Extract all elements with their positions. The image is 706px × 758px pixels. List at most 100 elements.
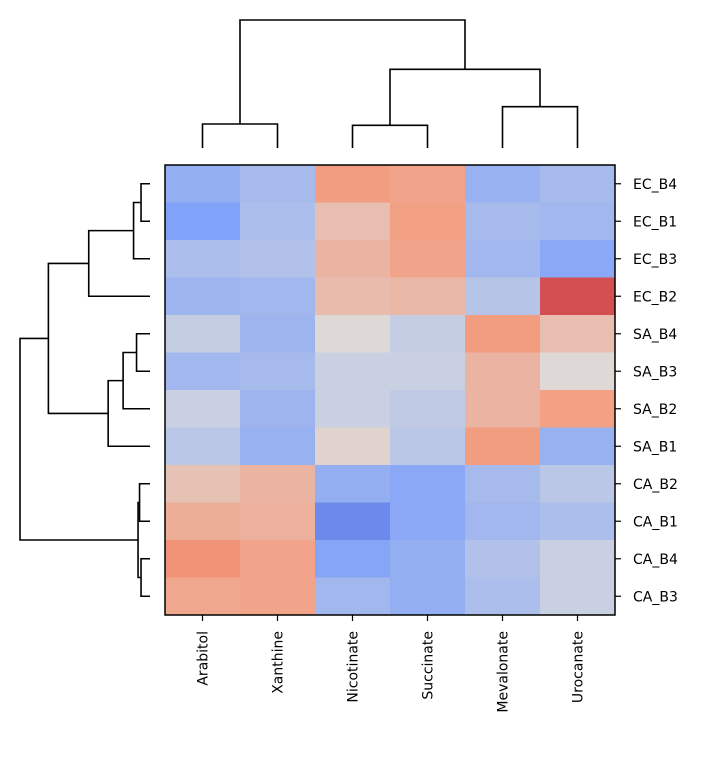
column-dendrogram	[201, 19, 579, 148]
heatmap-cell-SA_B1-Succinate	[390, 427, 466, 466]
heatmap-cell-EC_B3-Arabitol	[165, 240, 241, 278]
heatmap-cell-CA_B3-Mevalonate	[465, 577, 541, 616]
col-label-Arabitol: Arabitol	[196, 631, 212, 686]
heatmap-cell-CA_B1-Mevalonate	[465, 502, 541, 541]
heatmap-cell-CA_B2-Nicotinate	[315, 465, 391, 503]
col-dendro-link-0	[201, 123, 279, 148]
heatmap-cell-SA_B3-Arabitol	[165, 352, 241, 391]
column-tick-labels: Arabitol Xanthine Nicotinate Succinate Meval…	[196, 615, 587, 713]
col-dendro-link-2	[501, 105, 579, 148]
heatmap-cell-SA_B1-Mevalonate	[465, 427, 541, 466]
heatmap-cell-SA_B2-Mevalonate	[465, 390, 541, 428]
heatmap-cell-CA_B1-Arabitol	[165, 502, 241, 541]
heatmap-cell-EC_B4-Xanthine	[240, 165, 316, 203]
heatmap-cell-SA_B3-Mevalonate	[465, 352, 541, 391]
heatmap-cell-EC_B3-Succinate	[390, 240, 466, 278]
heatmap-cell-SA_B4-Mevalonate	[465, 315, 541, 353]
row-label-EC_B3: EC_B3	[633, 252, 677, 268]
row-dendro-link-7	[138, 482, 150, 523]
heatmap-cell-SA_B2-Nicotinate	[315, 390, 391, 428]
heatmap-cell-EC_B3-Nicotinate	[315, 240, 391, 278]
heatmap-cell-EC_B2-Nicotinate	[315, 277, 391, 316]
heatmap-cell-SA_B4-Xanthine	[240, 315, 316, 353]
heatmap-cell-EC_B4-Arabitol	[165, 165, 241, 203]
row-dendro-link-0	[140, 182, 150, 223]
heatmap-cells	[165, 165, 616, 616]
heatmap-cell-EC_B4-Mevalonate	[465, 165, 541, 203]
heatmap-cell-CA_B3-Xanthine	[240, 577, 316, 616]
heatmap-cell-EC_B2-Xanthine	[240, 277, 316, 316]
heatmap-cell-SA_B1-Arabitol	[165, 427, 241, 466]
heatmap-cell-CA_B1-Urocanate	[540, 502, 616, 541]
row-label-CA_B1: CA_B1	[633, 514, 678, 530]
heatmap-cell-CA_B1-Nicotinate	[315, 502, 391, 541]
heatmap-cell-SA_B3-Nicotinate	[315, 352, 391, 391]
heatmap-cell-CA_B2-Urocanate	[540, 465, 616, 503]
heatmap-cell-CA_B4-Urocanate	[540, 540, 616, 578]
heatmap-cell-EC_B2-Urocanate	[540, 277, 616, 316]
heatmap-cell-SA_B4-Succinate	[390, 315, 466, 353]
heatmap-cell-CA_B4-Nicotinate	[315, 540, 391, 578]
heatmap-cell-SA_B3-Succinate	[390, 352, 466, 391]
row-dendro-link-6	[47, 262, 109, 415]
heatmap-cell-CA_B4-Succinate	[390, 540, 466, 578]
row-dendro-link-5	[107, 379, 150, 448]
row-label-CA_B3: CA_B3	[633, 589, 678, 605]
col-dendro-link-1	[351, 124, 429, 148]
heatmap-cell-EC_B1-Succinate	[390, 202, 466, 241]
heatmap-cell-EC_B3-Urocanate	[540, 240, 616, 278]
heatmap-cell-CA_B4-Arabitol	[165, 540, 241, 578]
heatmap-cell-EC_B1-Xanthine	[240, 202, 316, 241]
heatmap-cell-SA_B2-Urocanate	[540, 390, 616, 428]
heatmap-cell-SA_B1-Urocanate	[540, 427, 616, 466]
heatmap-cell-SA_B4-Urocanate	[540, 315, 616, 353]
col-dendro-link-4	[239, 19, 466, 124]
heatmap-cell-SA_B1-Nicotinate	[315, 427, 391, 466]
heatmap-cell-CA_B1-Succinate	[390, 502, 466, 541]
row-label-SA_B2: SA_B2	[633, 402, 677, 418]
heatmap-cell-EC_B4-Nicotinate	[315, 165, 391, 203]
heatmap-cell-CA_B3-Succinate	[390, 577, 466, 616]
col-label-Urocanate: Urocanate	[571, 631, 587, 703]
row-dendro-link-8	[140, 557, 150, 598]
row-dendro-link-10	[19, 337, 139, 541]
heatmap-cell-EC_B1-Urocanate	[540, 202, 616, 241]
heatmap-cell-CA_B1-Xanthine	[240, 502, 316, 541]
row-dendro-link-2	[87, 229, 150, 298]
heatmap-cell-SA_B1-Xanthine	[240, 427, 316, 466]
heatmap-cell-CA_B3-Nicotinate	[315, 577, 391, 616]
heatmap-cell-CA_B2-Succinate	[390, 465, 466, 503]
row-label-EC_B4: EC_B4	[633, 177, 677, 193]
row-label-SA_B4: SA_B4	[633, 327, 677, 343]
heatmap-cell-CA_B4-Xanthine	[240, 540, 316, 578]
heatmap-cell-CA_B2-Mevalonate	[465, 465, 541, 503]
heatmap-cell-SA_B2-Arabitol	[165, 390, 241, 428]
heatmap-cell-SA_B4-Nicotinate	[315, 315, 391, 353]
heatmap-cell-CA_B3-Arabitol	[165, 577, 241, 616]
row-dendrogram	[19, 182, 150, 598]
heatmap-frame	[164, 164, 616, 616]
col-dendro-link-3	[389, 68, 541, 126]
heatmap-cell-SA_B3-Urocanate	[540, 352, 616, 391]
col-label-Nicotinate: Nicotinate	[346, 631, 362, 703]
heatmap-cell-EC_B1-Mevalonate	[465, 202, 541, 241]
row-label-SA_B3: SA_B3	[633, 364, 677, 380]
heatmap-cell-SA_B3-Xanthine	[240, 352, 316, 391]
row-label-EC_B1: EC_B1	[633, 214, 677, 230]
heatmap-cell-EC_B3-Xanthine	[240, 240, 316, 278]
heatmap-cell-CA_B2-Xanthine	[240, 465, 316, 503]
row-dendro-link-3	[135, 332, 150, 373]
row-label-CA_B2: CA_B2	[633, 477, 678, 493]
col-label-Xanthine: Xanthine	[271, 631, 287, 694]
heatmap-cell-EC_B3-Mevalonate	[465, 240, 541, 278]
heatmap-cell-SA_B4-Arabitol	[165, 315, 241, 353]
col-label-Mevalonate: Mevalonate	[496, 631, 512, 713]
heatmap-cell-CA_B2-Arabitol	[165, 465, 241, 503]
heatmap-cell-SA_B2-Succinate	[390, 390, 466, 428]
heatmap-cell-EC_B4-Urocanate	[540, 165, 616, 203]
heatmap-cell-EC_B4-Succinate	[390, 165, 466, 203]
heatmap-cell-SA_B2-Xanthine	[240, 390, 316, 428]
heatmap-cell-EC_B1-Nicotinate	[315, 202, 391, 241]
